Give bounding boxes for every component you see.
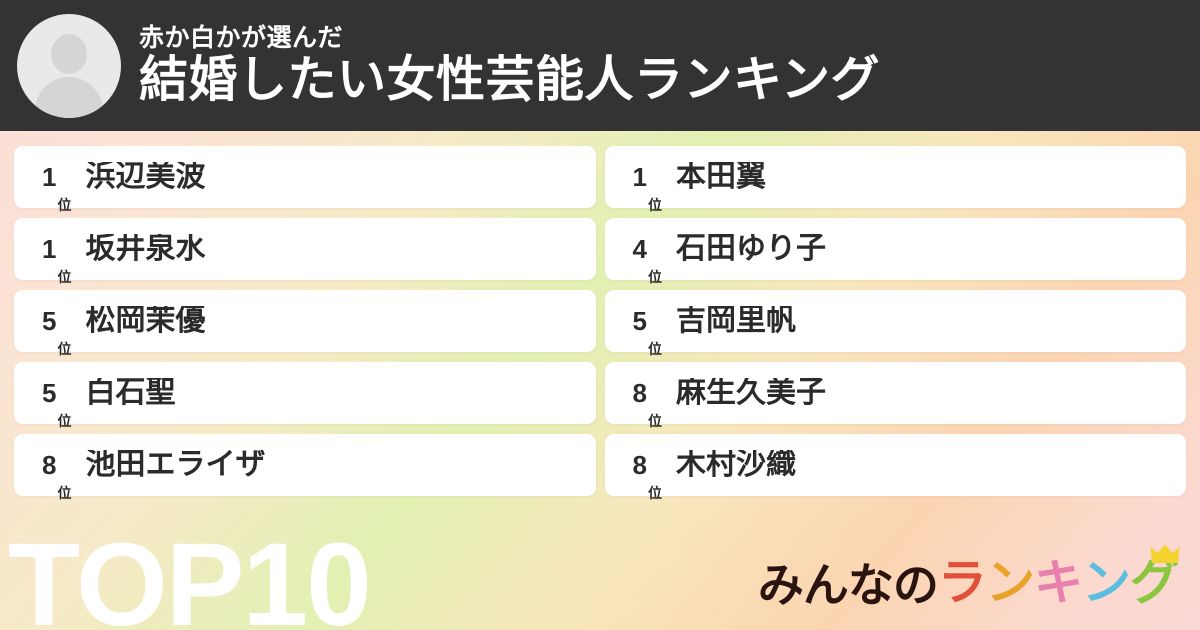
header-subtitle: 赤か白かが選んだ bbox=[139, 23, 344, 52]
list-item[interactable]: 4 位 石田ゆり子 bbox=[604, 218, 1186, 284]
rank-unit-label: 位 bbox=[647, 269, 662, 285]
rank-unit-label: 位 bbox=[647, 485, 662, 501]
list-item[interactable]: 8 位 池田エライザ bbox=[14, 434, 596, 500]
rank-unit-label: 位 bbox=[57, 413, 72, 429]
logo-kana-n2: ン bbox=[1081, 555, 1131, 610]
rank-number: 5 bbox=[42, 306, 57, 336]
list-item[interactable]: 1 位 本田翼 bbox=[604, 146, 1186, 212]
rank-number: 1 bbox=[42, 234, 57, 264]
rank-entry-name: 池田エライザ bbox=[85, 450, 266, 480]
rank-entry-name: 浜辺美波 bbox=[85, 162, 206, 192]
list-item[interactable]: 1 位 坂井泉水 bbox=[14, 218, 596, 284]
header-bar: 赤か白かが選んだ 結婚したい女性芸能人ランキング bbox=[0, 0, 1200, 131]
rank-number: 8 bbox=[632, 378, 647, 408]
ranking-column-right: 1 位 本田翼 4 位 石田ゆり子 5 位 吉岡里帆 8 位 麻生久美子 8 位 bbox=[604, 146, 1186, 500]
rank-entry-name: 本田翼 bbox=[675, 162, 766, 192]
rank-entry-name: 石田ゆり子 bbox=[675, 234, 826, 264]
rank-entry-name: 松岡茉優 bbox=[85, 306, 206, 336]
logo-kana-n1: ン bbox=[985, 555, 1035, 610]
rank-entry-name: 白石聖 bbox=[85, 378, 176, 408]
logo-kana-ra: ラ bbox=[937, 555, 987, 610]
rank-number: 5 bbox=[632, 306, 647, 336]
list-item[interactable]: 1 位 浜辺美波 bbox=[14, 146, 596, 212]
rank-unit-label: 位 bbox=[647, 341, 662, 357]
logo-kana-gu: グ bbox=[1130, 544, 1180, 607]
avatar-body-shape bbox=[35, 76, 103, 118]
list-item[interactable]: 5 位 白石聖 bbox=[14, 362, 596, 428]
ranking-column-left: 1 位 浜辺美波 1 位 坂井泉水 5 位 松岡茉優 5 位 白石聖 8 位 bbox=[14, 146, 596, 500]
list-item[interactable]: 5 位 吉岡里帆 bbox=[604, 290, 1186, 356]
list-item[interactable]: 8 位 麻生久美子 bbox=[604, 362, 1186, 428]
rank-number: 8 bbox=[632, 450, 647, 480]
page-title: 結婚したい女性芸能人ランキング bbox=[139, 53, 881, 108]
rank-unit-label: 位 bbox=[647, 197, 662, 213]
avatar-head-shape bbox=[51, 33, 87, 74]
list-item[interactable]: 8 位 木村沙織 bbox=[604, 434, 1186, 500]
crown-icon bbox=[1150, 544, 1180, 563]
logo-kana-gu-char: グ bbox=[1129, 555, 1179, 610]
header-text-block: 赤か白かが選んだ 結婚したい女性芸能人ランキング bbox=[139, 23, 880, 108]
rank-unit-label: 位 bbox=[647, 413, 662, 429]
rank-unit-label: 位 bbox=[57, 197, 72, 213]
rank-number: 4 bbox=[632, 234, 647, 264]
rank-unit-label: 位 bbox=[57, 269, 72, 285]
rank-number: 8 bbox=[42, 450, 57, 480]
rank-number: 1 bbox=[632, 162, 647, 192]
rank-entry-name: 吉岡里帆 bbox=[675, 306, 796, 336]
list-item[interactable]: 5 位 松岡茉優 bbox=[14, 290, 596, 356]
logo-kana-ki: キ bbox=[1033, 555, 1083, 610]
rank-entry-name: 坂井泉水 bbox=[85, 234, 206, 264]
top10-watermark: TOP10 bbox=[8, 519, 372, 630]
rank-number: 1 bbox=[42, 162, 57, 192]
site-logo[interactable]: みんなの ラ ン キ ン グ bbox=[757, 544, 1180, 611]
rank-unit-label: 位 bbox=[57, 485, 72, 501]
rank-number: 5 bbox=[42, 378, 57, 408]
rank-entry-name: 木村沙織 bbox=[675, 450, 796, 480]
ranking-columns: 1 位 浜辺美波 1 位 坂井泉水 5 位 松岡茉優 5 位 白石聖 8 位 bbox=[0, 146, 1200, 500]
logo-text-minnano: みんなの bbox=[757, 558, 939, 611]
user-avatar-placeholder-icon bbox=[17, 13, 121, 118]
rank-entry-name: 麻生久美子 bbox=[675, 378, 826, 408]
rank-unit-label: 位 bbox=[57, 341, 72, 357]
